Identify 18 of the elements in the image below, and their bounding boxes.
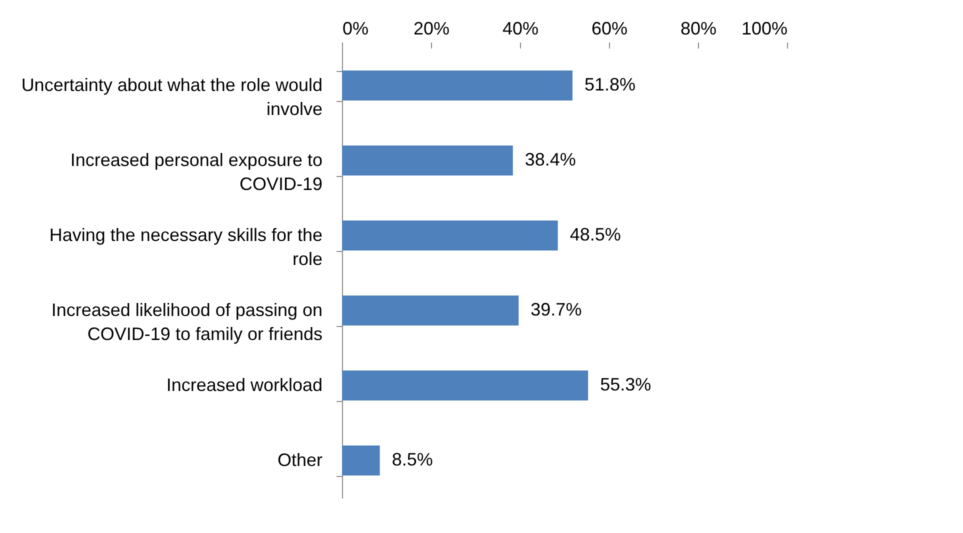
x-tick-label: 40% — [502, 18, 539, 38]
y-tick-label: Other — [277, 450, 322, 470]
x-tick-label: 0% — [342, 18, 369, 38]
y-tick-label: Increased likelihood of passing on COVID-19 to family or friends — [51, 300, 322, 344]
data-label: 39.7% — [530, 300, 582, 320]
x-tick-label: 60% — [591, 18, 628, 38]
x-tick-label: 100% — [741, 18, 788, 38]
y-tick-label: Increased personal exposure to COVID-19 — [70, 150, 322, 194]
y-tick-label: Increased workload — [166, 375, 322, 395]
data-label: 55.3% — [600, 374, 652, 394]
data-label: 48.5% — [570, 224, 621, 244]
x-tick-label: 20% — [413, 18, 450, 38]
y-tick-label: Having the necessary skills for the role — [49, 225, 322, 269]
x-tick-label: 80% — [680, 18, 717, 38]
y-tick-label: Uncertainty about what the role would involve — [21, 75, 322, 119]
data-label: 38.4% — [524, 150, 576, 170]
data-label: 8.5% — [392, 450, 433, 470]
data-label: 51.8% — [584, 74, 636, 94]
